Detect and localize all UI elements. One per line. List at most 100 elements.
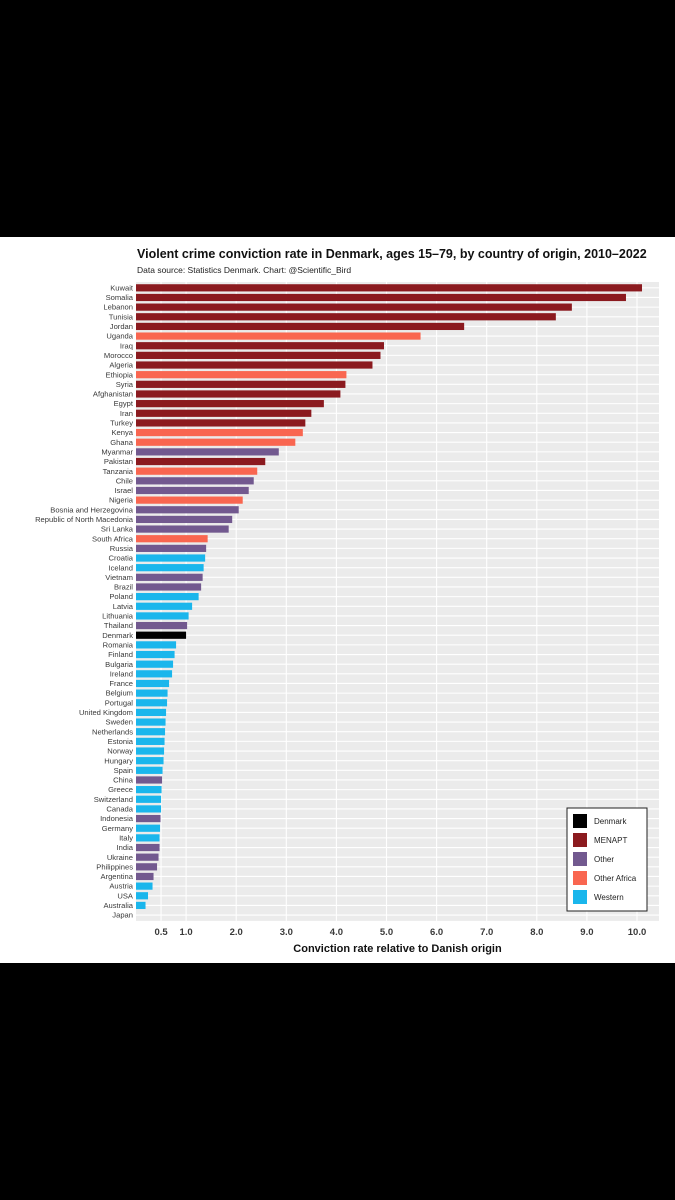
category-label-norway: Norway xyxy=(107,747,133,756)
bar-tunisia xyxy=(136,313,556,321)
category-label-pakistan: Pakistan xyxy=(104,457,133,466)
bar-israel xyxy=(136,486,249,495)
category-label-finland: Finland xyxy=(108,650,133,659)
category-label-switzerland: Switzerland xyxy=(94,795,133,804)
bar-ukraine xyxy=(136,853,159,861)
category-label-afghanistan: Afghanistan xyxy=(93,390,133,399)
bar-denmark xyxy=(136,631,187,639)
category-label-tunisia: Tunisia xyxy=(109,312,134,321)
category-label-israel: Israel xyxy=(114,486,133,495)
category-label-iran: Iran xyxy=(120,409,133,418)
category-label-spain: Spain xyxy=(114,766,133,775)
bar-ethiopia xyxy=(136,371,347,379)
chart-subtitle: Data source: Statistics Denmark. Chart: … xyxy=(137,265,352,275)
category-label-bosnia-and-herzegovina: Bosnia and Herzegovina xyxy=(50,505,134,514)
bar-iceland xyxy=(136,564,204,572)
bar-canada xyxy=(136,805,162,813)
category-label-ukraine: Ukraine xyxy=(107,853,133,862)
bar-austria xyxy=(136,882,153,890)
category-label-morocco: Morocco xyxy=(104,351,133,360)
bar-algeria xyxy=(136,361,373,369)
category-label-syria: Syria xyxy=(116,380,134,389)
category-label-usa: USA xyxy=(117,891,134,900)
bar-indonesia xyxy=(136,814,161,823)
category-label-somalia: Somalia xyxy=(106,293,134,302)
bar-australia xyxy=(136,901,146,910)
legend-swatch-other xyxy=(573,852,587,866)
x-tick-label-7: 7.0 xyxy=(480,927,493,938)
category-label-austria: Austria xyxy=(109,882,133,891)
bar-turkey xyxy=(136,419,306,427)
bar-netherlands xyxy=(136,728,166,736)
category-label-kenya: Kenya xyxy=(111,428,133,437)
bar-syria xyxy=(136,380,346,388)
legend-label-menapt: MENAPT xyxy=(594,836,627,845)
bar-norway xyxy=(136,747,165,755)
legend-label-western: Western xyxy=(594,893,624,902)
chart-canvas: Violent crime conviction rate in Denmark… xyxy=(0,237,675,963)
bar-poland xyxy=(136,593,199,601)
bar-brazil xyxy=(136,583,202,591)
x-tick-label-8: 8.0 xyxy=(530,927,543,938)
category-label-egypt: Egypt xyxy=(114,399,134,408)
category-label-ethiopia: Ethiopia xyxy=(106,370,134,379)
category-label-sri-lanka: Sri Lanka xyxy=(101,525,134,534)
legend-label-other-africa: Other Africa xyxy=(594,874,637,883)
bar-chile xyxy=(136,477,254,485)
x-tick-label-6: 6.0 xyxy=(430,927,443,938)
category-label-china: China xyxy=(113,776,134,785)
bar-lithuania xyxy=(136,612,189,620)
bar-ghana xyxy=(136,438,296,446)
bar-sweden xyxy=(136,718,166,726)
bar-greece xyxy=(136,786,162,794)
category-label-portugal: Portugal xyxy=(105,698,134,707)
category-label-ghana: Ghana xyxy=(110,438,134,447)
bar-republic-of-north-macedonia xyxy=(136,515,233,524)
category-label-uganda: Uganda xyxy=(106,332,133,341)
category-label-bulgaria: Bulgaria xyxy=(105,660,134,669)
category-label-nigeria: Nigeria xyxy=(109,496,134,505)
bar-united-kingdom xyxy=(136,708,167,717)
legend-swatch-denmark xyxy=(573,814,587,828)
category-label-hungary: Hungary xyxy=(104,756,133,765)
bar-morocco xyxy=(136,351,381,359)
bar-argentina xyxy=(136,872,154,881)
bar-sri-lanka xyxy=(136,525,229,533)
x-tick-label-10: 10.0 xyxy=(628,927,647,938)
legend-swatch-menapt xyxy=(573,833,587,847)
category-label-australia: Australia xyxy=(103,901,133,910)
bar-nigeria xyxy=(136,496,243,504)
bar-bulgaria xyxy=(136,660,174,668)
category-label-russia: Russia xyxy=(110,544,134,553)
category-label-republic-of-north-macedonia: Republic of North Macedonia xyxy=(35,515,134,524)
bar-ireland xyxy=(136,670,173,678)
category-label-canada: Canada xyxy=(106,805,133,814)
bar-india xyxy=(136,843,160,852)
category-label-argentina: Argentina xyxy=(100,872,133,881)
category-label-india: India xyxy=(117,843,134,852)
bar-pakistan xyxy=(136,457,266,466)
category-label-brazil: Brazil xyxy=(114,583,133,592)
category-label-germany: Germany xyxy=(102,824,133,833)
category-label-iraq: Iraq xyxy=(120,341,133,350)
category-label-thailand: Thailand xyxy=(104,621,133,630)
legend-label-denmark: Denmark xyxy=(594,817,627,826)
category-label-japan: Japan xyxy=(112,911,133,920)
category-label-chile: Chile xyxy=(116,476,133,485)
x-tick-label-9: 9.0 xyxy=(580,927,593,938)
category-label-jordan: Jordan xyxy=(110,322,133,331)
bar-lebanon xyxy=(136,303,572,311)
bar-china xyxy=(136,776,163,784)
bar-latvia xyxy=(136,602,193,610)
x-tick-label-1: 1.0 xyxy=(179,927,192,938)
category-label-algeria: Algeria xyxy=(109,361,133,370)
x-tick-label-0: 0.5 xyxy=(154,927,168,938)
x-axis-label: Conviction rate relative to Danish origi… xyxy=(293,943,502,955)
bar-spain xyxy=(136,766,163,774)
category-label-ireland: Ireland xyxy=(110,669,133,678)
bar-vietnam xyxy=(136,573,203,581)
bar-belgium xyxy=(136,689,168,697)
bar-italy xyxy=(136,834,160,842)
category-label-united-kingdom: United Kingdom xyxy=(79,708,133,717)
bar-south-africa xyxy=(136,535,208,543)
